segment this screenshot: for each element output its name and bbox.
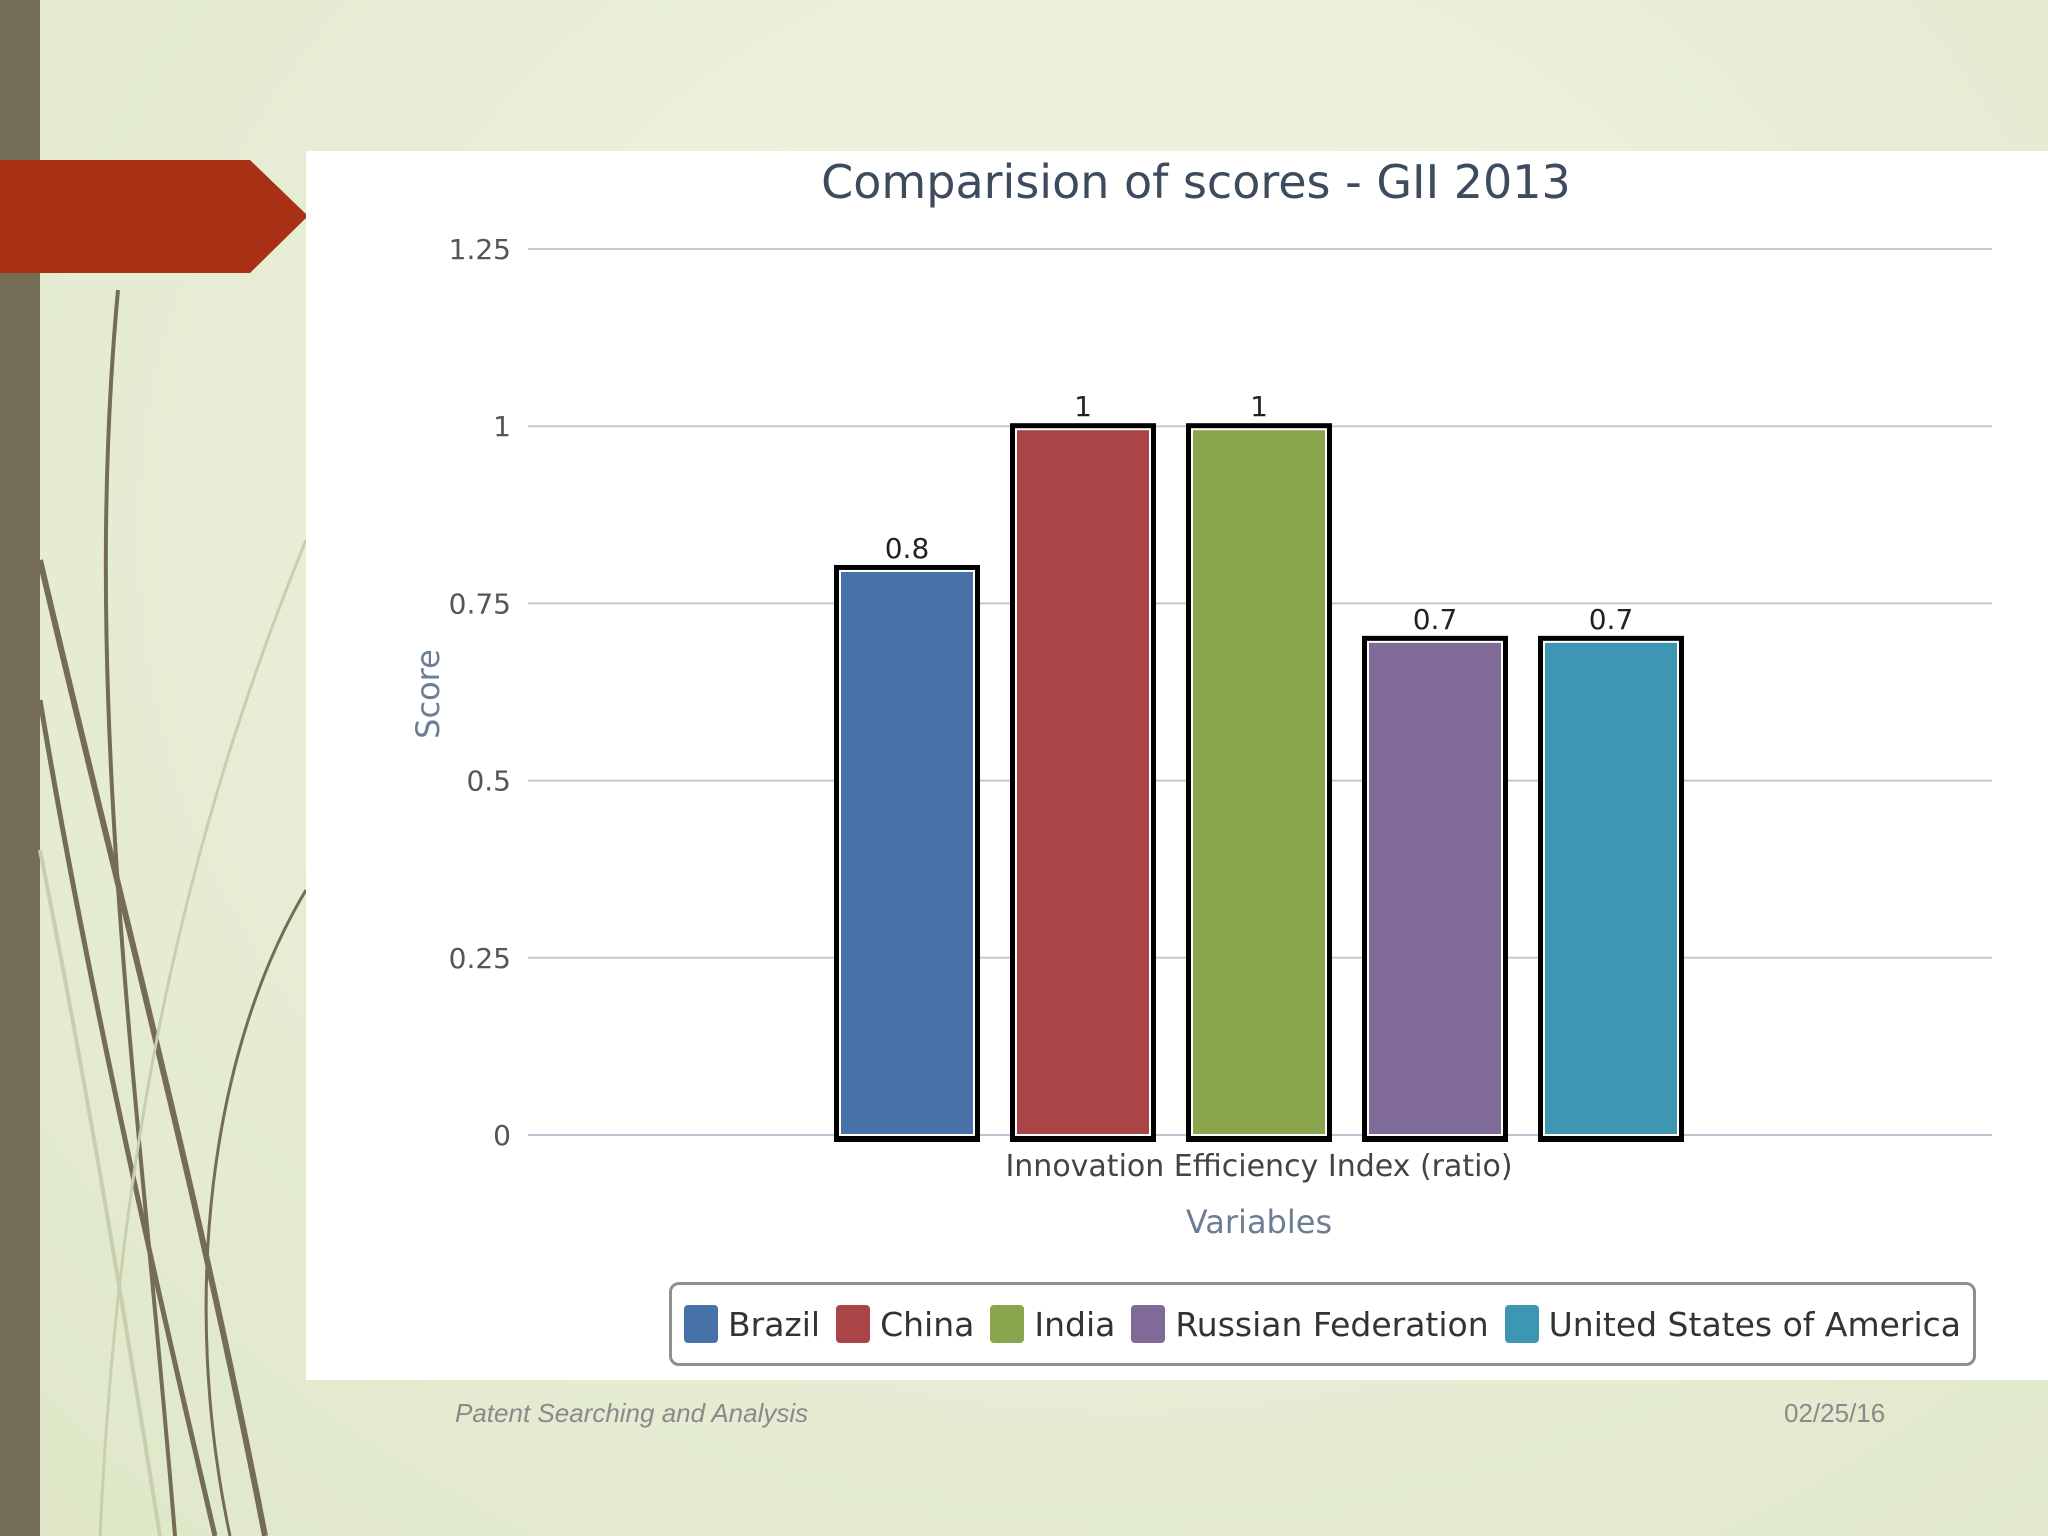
- slide-accent-tab: [0, 160, 308, 273]
- legend-swatch: [1504, 1305, 1539, 1343]
- y-axis-title: Score: [409, 649, 447, 739]
- data-label: 0.8: [885, 532, 930, 565]
- chart-legend: Brazil China India Russian Federation United…: [669, 1282, 1977, 1366]
- decorative-curves: [37, 289, 308, 1536]
- legend-item-russian-federation[interactable]: Russian Federation: [1131, 1304, 1489, 1344]
- data-label: 0.7: [1413, 603, 1458, 636]
- y-tick-label: 0.5: [466, 765, 511, 798]
- legend-label: China: [880, 1304, 975, 1344]
- footer-title: Patent Searching and Analysis: [455, 1398, 809, 1428]
- bar-russian-federation[interactable]: [1367, 640, 1503, 1136]
- y-tick-label: 0: [493, 1119, 511, 1152]
- legend-item-united-states-of-america[interactable]: United States of America: [1504, 1304, 1962, 1344]
- bar-chart: Comparision of scores - GII 2013 0 0.25 0.…: [409, 155, 1992, 1241]
- y-tick-label: 0.75: [449, 587, 511, 620]
- legend-label: United States of America: [1548, 1304, 1962, 1344]
- y-tick-label: 1: [493, 410, 511, 443]
- legend-swatch: [684, 1305, 718, 1343]
- data-label: 0.7: [1589, 603, 1634, 636]
- data-label: 1: [1074, 390, 1092, 423]
- legend-label: Brazil: [728, 1304, 821, 1344]
- legend-item-brazil[interactable]: Brazil: [684, 1305, 820, 1344]
- chart-panel: Comparision of scores - GII 2013 0 0.25 0.…: [306, 151, 2048, 1380]
- bar-brazil[interactable]: [839, 569, 975, 1136]
- y-tick-label: 1.25: [449, 233, 511, 266]
- y-tick-label: 0.25: [449, 942, 511, 975]
- legend-label: India: [1034, 1304, 1116, 1344]
- legend-swatch: [1131, 1305, 1166, 1343]
- footer-date: 02/25/16: [1784, 1398, 1886, 1428]
- chart-title: Comparision of scores - GII 2013: [821, 155, 1571, 209]
- legend-swatch: [836, 1305, 871, 1343]
- legend-label: Russian Federation: [1175, 1304, 1489, 1344]
- bar-united-states-of-america[interactable]: [1543, 640, 1679, 1136]
- legend-item-india[interactable]: India: [990, 1305, 1115, 1344]
- data-label: 1: [1250, 390, 1268, 423]
- bar-china[interactable]: [1015, 428, 1151, 1136]
- x-axis-title: Variables: [1186, 1203, 1332, 1241]
- x-category-label: Innovation Efficiency Index (ratio): [1005, 1149, 1512, 1184]
- bar-india[interactable]: [1191, 428, 1327, 1136]
- legend-item-china[interactable]: China: [836, 1305, 974, 1344]
- legend-swatch: [990, 1305, 1025, 1343]
